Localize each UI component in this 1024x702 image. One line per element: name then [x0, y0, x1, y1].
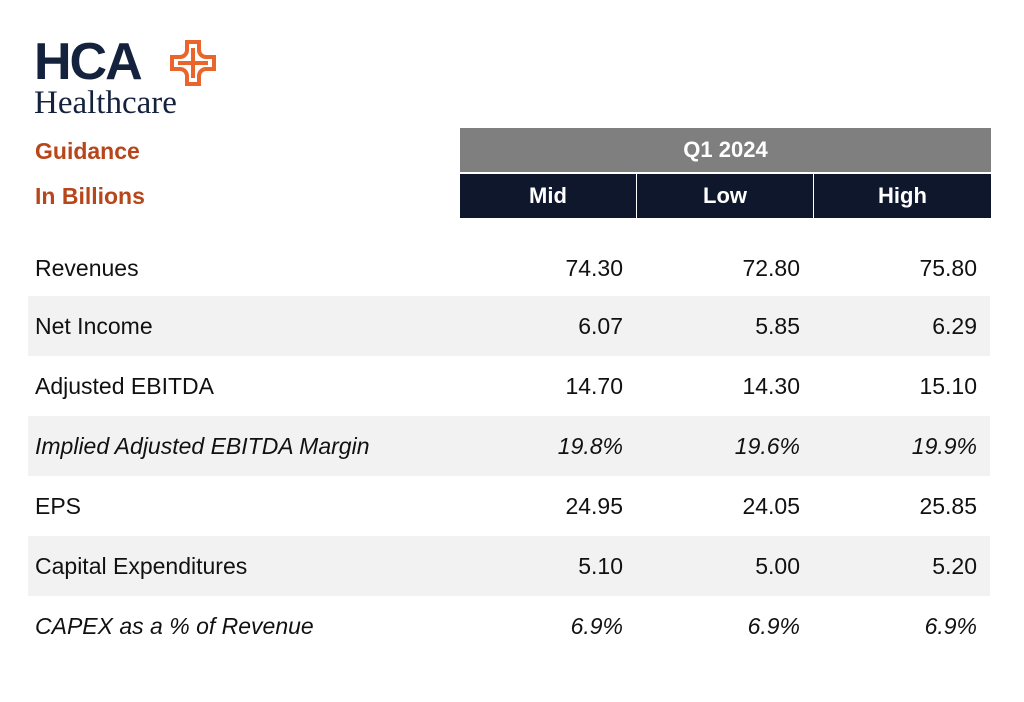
value-high: 5.20: [932, 553, 977, 579]
value-high: 19.9%: [911, 433, 977, 459]
value-high: 75.80: [919, 255, 977, 281]
value-high: 25.85: [919, 493, 977, 519]
value-mid: 24.95: [565, 493, 623, 519]
table-row-revenues: Revenues 74.30 72.80 75.80: [28, 238, 990, 298]
value-mid: 6.9%: [570, 613, 623, 639]
value-mid: 74.30: [565, 255, 623, 281]
row-label: Revenues: [35, 255, 139, 281]
period-header: Q1 2024: [460, 128, 991, 172]
logo-subtext: Healthcare: [34, 85, 177, 121]
column-header-high: High: [814, 174, 991, 218]
value-mid: 6.07: [578, 313, 623, 339]
value-mid: 14.70: [565, 373, 623, 399]
row-label: Implied Adjusted EBITDA Margin: [35, 433, 370, 459]
plus-cross-icon: [170, 40, 216, 86]
company-logo: HCA Healthcare: [34, 33, 234, 120]
logo-wordmark: HCA: [34, 33, 143, 91]
row-label: Adjusted EBITDA: [35, 373, 214, 399]
value-mid: 5.10: [578, 553, 623, 579]
value-low: 14.30: [742, 373, 800, 399]
row-label: Net Income: [35, 313, 153, 339]
table-row-ebitda-margin: Implied Adjusted EBITDA Margin 19.8% 19.…: [28, 416, 990, 476]
value-low: 72.80: [742, 255, 800, 281]
value-high: 6.29: [932, 313, 977, 339]
column-header-mid: Mid: [460, 174, 636, 218]
value-low: 19.6%: [734, 433, 800, 459]
value-mid: 19.8%: [557, 433, 623, 459]
value-low: 6.9%: [747, 613, 800, 639]
column-header-low: Low: [637, 174, 813, 218]
table-row-eps: EPS 24.95 24.05 25.85: [28, 476, 990, 536]
units-label: In Billions: [35, 183, 145, 209]
table-row-net-income: Net Income 6.07 5.85 6.29: [28, 296, 990, 356]
value-high: 15.10: [919, 373, 977, 399]
table-row-capital-expenditures: Capital Expenditures 5.10 5.00 5.20: [28, 536, 990, 596]
guidance-label: Guidance: [35, 138, 140, 164]
value-low: 5.85: [755, 313, 800, 339]
value-low: 24.05: [742, 493, 800, 519]
value-low: 5.00: [755, 553, 800, 579]
row-label: EPS: [35, 493, 82, 519]
row-label: Capital Expenditures: [35, 553, 248, 579]
value-high: 6.9%: [924, 613, 977, 639]
table-row-capex-percent: CAPEX as a % of Revenue 6.9% 6.9% 6.9%: [28, 596, 990, 656]
row-label: CAPEX as a % of Revenue: [35, 613, 314, 639]
table-row-adjusted-ebitda: Adjusted EBITDA 14.70 14.30 15.10: [28, 356, 990, 416]
